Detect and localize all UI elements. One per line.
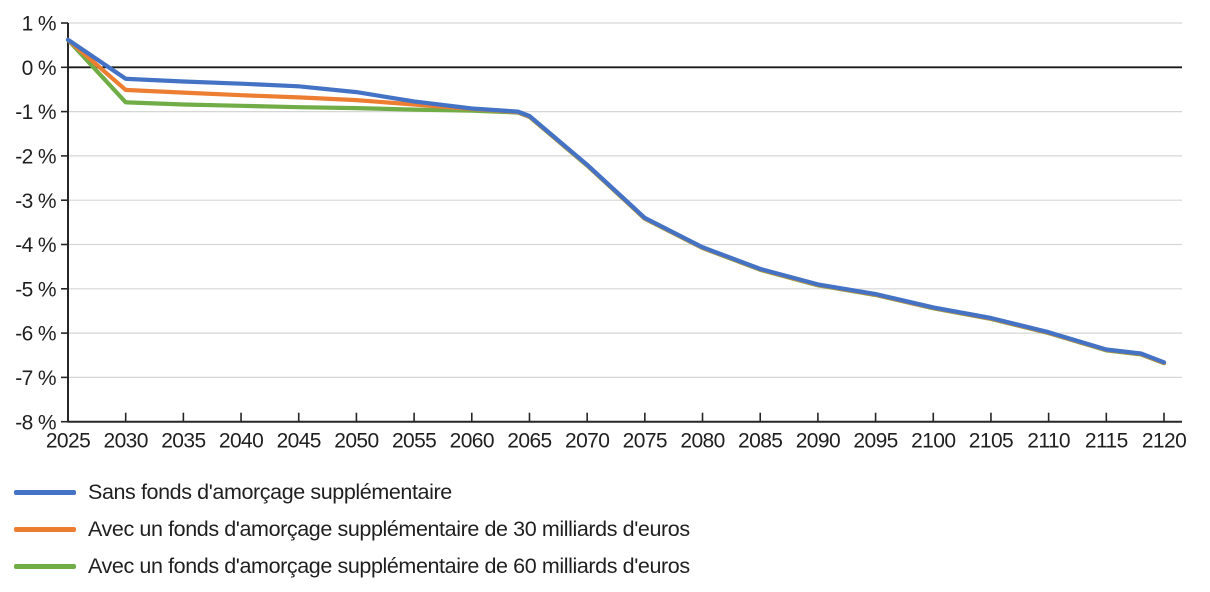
y-tick-label: -4 % [15,234,56,257]
y-tick-label: -5 % [15,278,56,301]
x-tick-label: 2115 [1085,430,1128,453]
x-tick-label: 2055 [392,430,436,453]
y-tick-label: -6 % [15,323,56,346]
x-tick-label: 2030 [104,430,148,453]
x-tick-label: 2110 [1027,430,1070,453]
x-tick-label: 2085 [738,430,782,453]
x-tick-label: 2120 [1142,430,1186,453]
legend-item-fonds-60: Avec un fonds d'amorçage supplémentaire … [14,551,690,582]
legend-label: Sans fonds d'amorçage supplémentaire [88,480,452,504]
series-line-avec-un-fonds-d-amor-age-suppl [65,37,1167,366]
x-tick-label: 2040 [219,430,263,453]
x-tick-label: 2105 [969,430,1013,453]
legend-item-sans-fonds: Sans fonds d'amorçage supplémentaire [14,477,690,508]
x-tick-label: 2090 [796,430,840,453]
legend-swatch-blue [14,490,76,495]
x-tick-label: 2100 [911,430,955,453]
x-tick-label: 2045 [277,430,321,453]
y-tick-label: 1 % [22,13,56,36]
y-tick-label: -1 % [15,101,56,124]
chart-legend: Sans fonds d'amorçage supplémentaire Ave… [14,477,690,588]
legend-item-fonds-30: Avec un fonds d'amorçage supplémentaire … [14,514,690,545]
y-tick-label: -3 % [15,190,56,213]
series-line-sans-fonds-d-amor-age-suppl-me [65,37,1167,365]
y-tick-label: -7 % [15,367,56,390]
legend-swatch-orange [14,527,76,532]
x-tick-label: 2075 [623,430,667,453]
legend-label: Avec un fonds d'amorçage supplémentaire … [88,517,690,541]
x-tick-label: 2060 [450,430,494,453]
y-tick-label: -2 % [15,145,56,168]
x-tick-label: 2095 [853,430,897,453]
legend-label: Avec un fonds d'amorçage supplémentaire … [88,554,690,578]
line-chart: 1 %0 %-1 %-2 %-3 %-4 %-5 %-6 %-7 %-8 %20… [15,13,1187,453]
x-tick-label: 2035 [161,430,205,453]
legend-swatch-green [14,564,76,569]
series-line-avec-un-fonds-d-amor-age-suppl [65,37,1167,365]
y-tick-label: 0 % [22,57,56,80]
x-tick-label: 2050 [334,430,378,453]
x-tick-label: 2070 [565,430,609,453]
x-tick-label: 2025 [46,430,90,453]
y-tick-label: -8 % [15,411,56,434]
x-tick-label: 2065 [507,430,551,453]
x-tick-label: 2080 [680,430,724,453]
